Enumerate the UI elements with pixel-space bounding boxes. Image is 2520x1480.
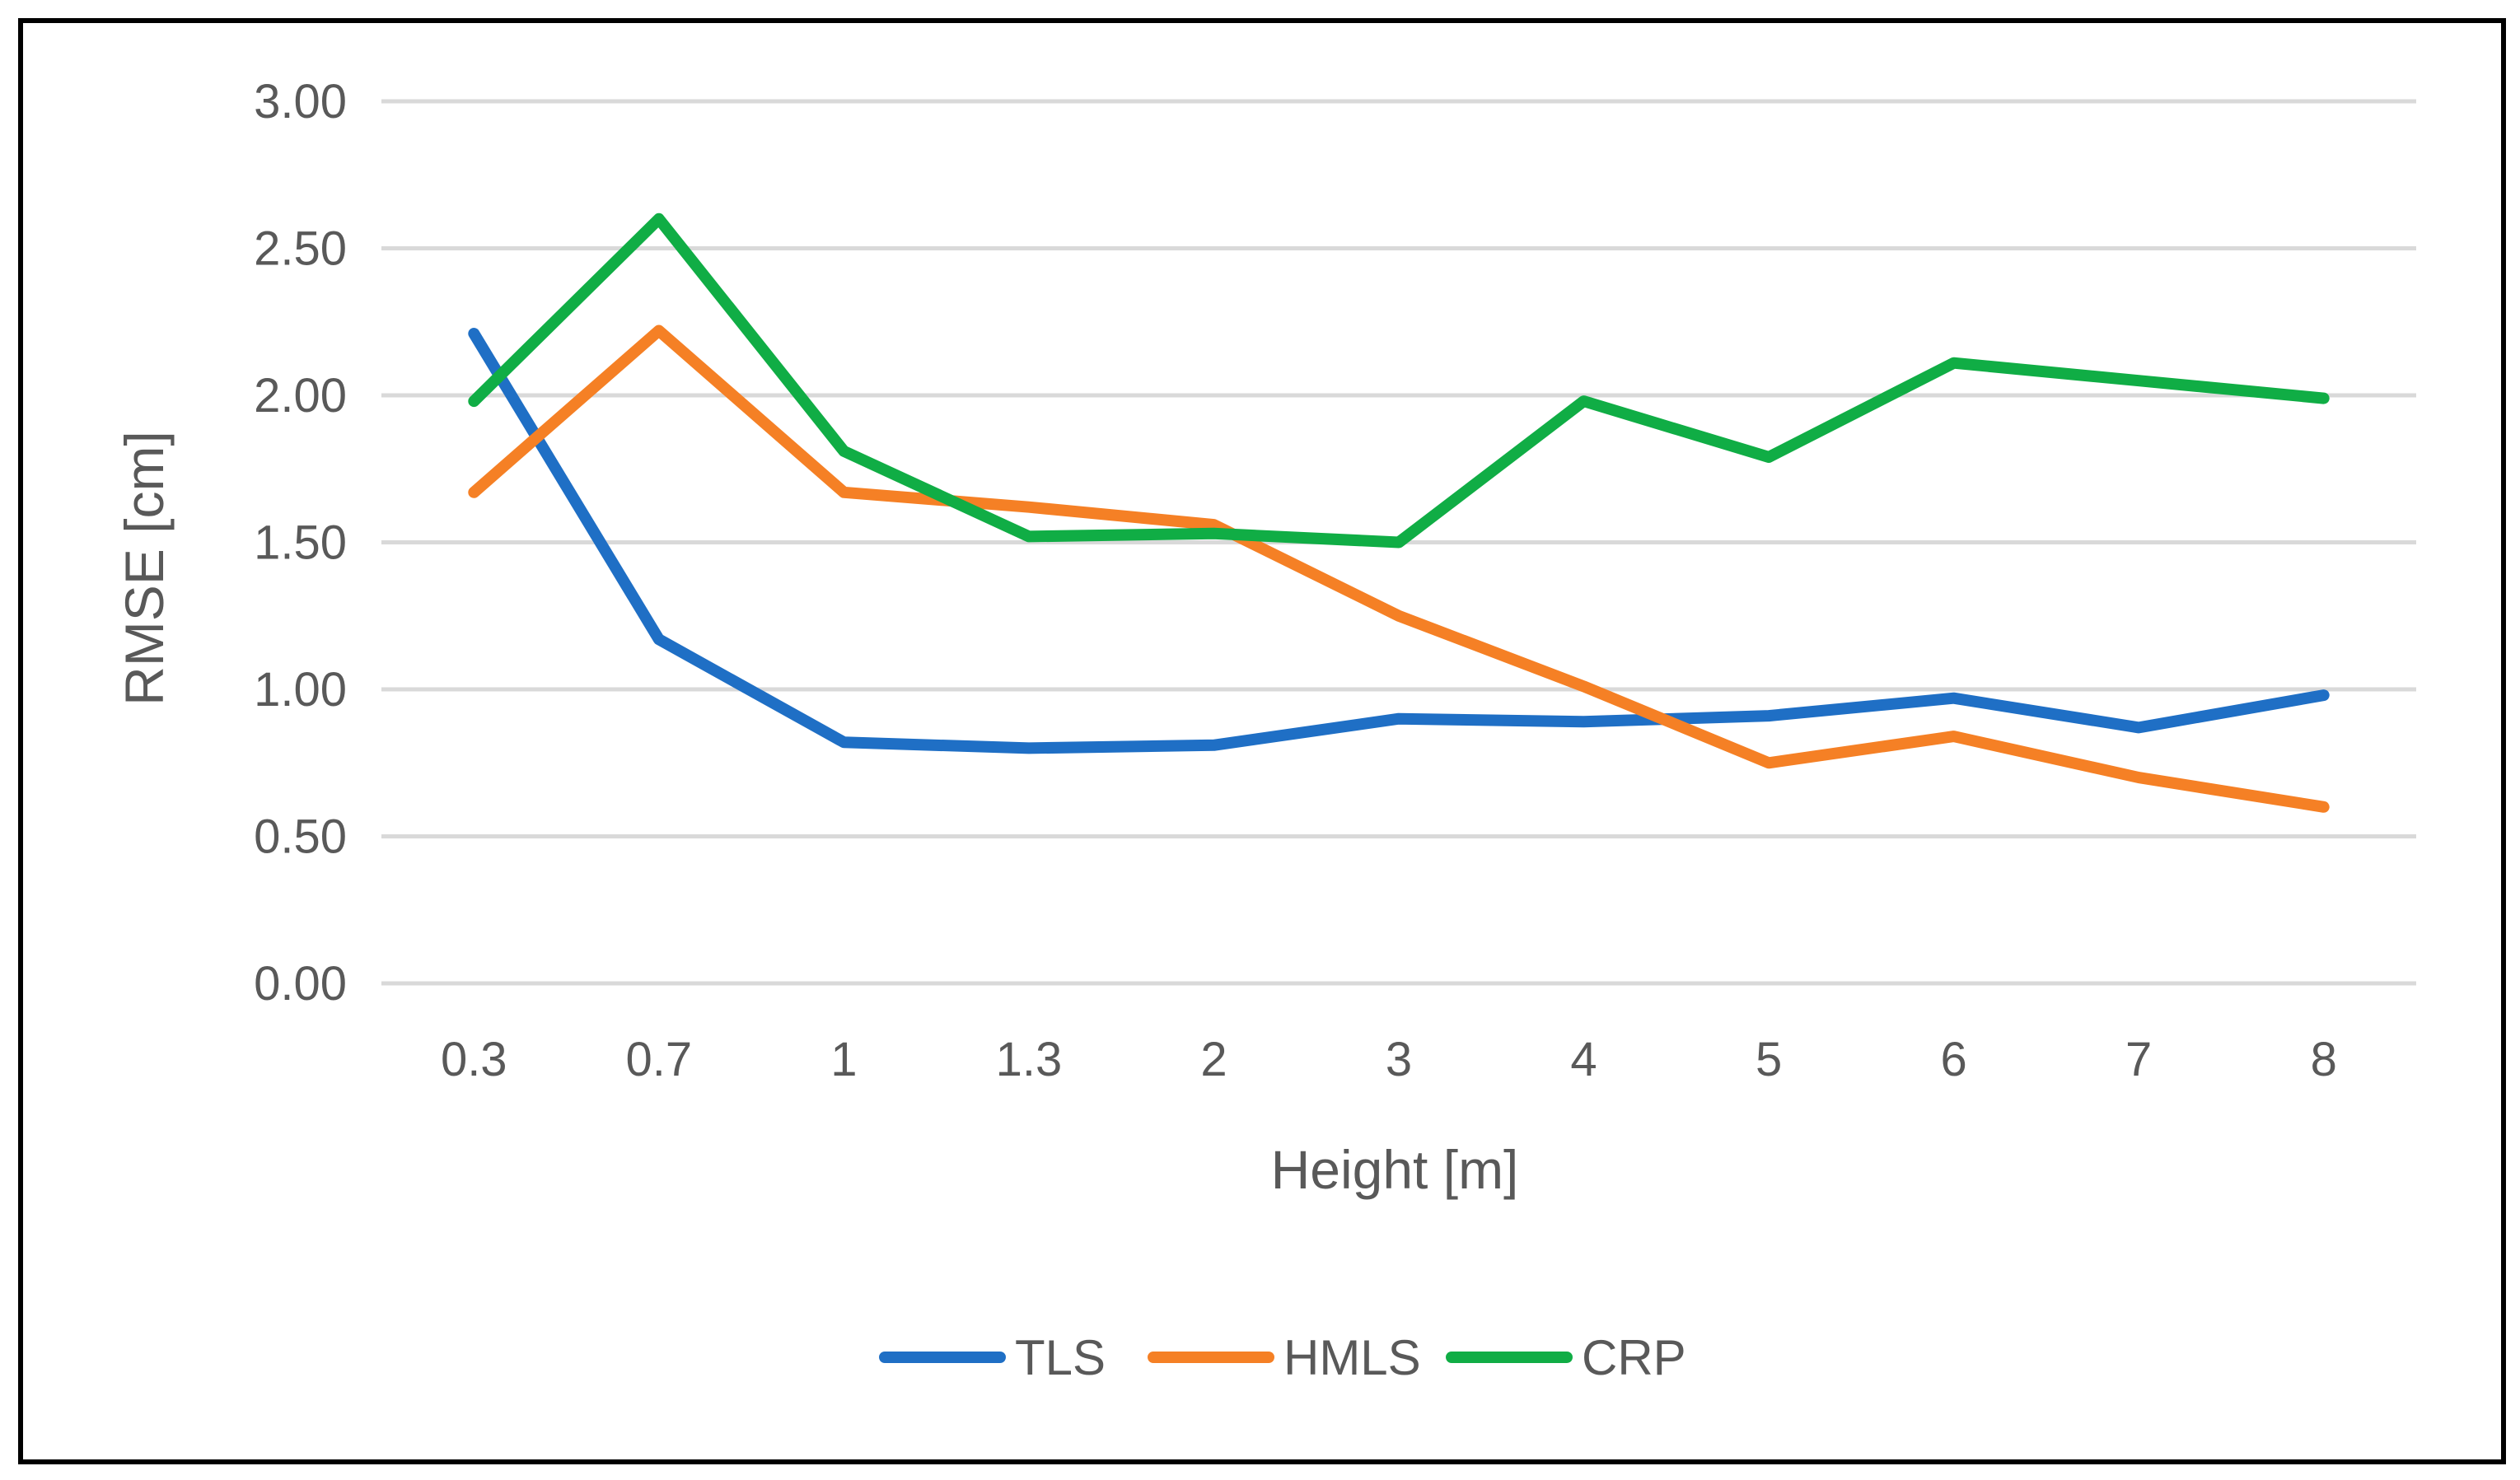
x-tick-label: 4 bbox=[1570, 1033, 1597, 1086]
legend-label-tls: TLS bbox=[1015, 1330, 1106, 1385]
line-chart: 0.00 0.50 1.00 1.50 2.00 2.50 3.00 0.3 0.7 1 1.3 2… bbox=[114, 75, 2416, 1385]
legend-label-hmls: HMLS bbox=[1283, 1330, 1421, 1385]
x-tick-label: 1 bbox=[830, 1033, 857, 1086]
legend-label-crp: CRP bbox=[1582, 1330, 1686, 1385]
x-tick-label: 0.3 bbox=[441, 1033, 507, 1086]
x-axis-ticks: 0.3 0.7 1 1.3 2 3 4 5 6 7 8 bbox=[441, 1033, 2337, 1086]
y-tick-label: 1.50 bbox=[254, 516, 347, 570]
x-tick-label: 2 bbox=[1200, 1033, 1227, 1086]
x-tick-label: 8 bbox=[2311, 1033, 2337, 1086]
y-tick-label: 2.00 bbox=[254, 369, 347, 423]
chart-frame: 0.00 0.50 1.00 1.50 2.00 2.50 3.00 0.3 0.7 1 1.3 2… bbox=[18, 18, 2506, 1464]
x-tick-label: 6 bbox=[1941, 1033, 1967, 1086]
series-lines bbox=[468, 212, 2330, 813]
y-tick-label: 2.50 bbox=[254, 222, 347, 276]
y-tick-label: 0.50 bbox=[254, 810, 347, 864]
gridlines bbox=[381, 99, 2416, 986]
x-tick-label: 1.3 bbox=[996, 1033, 1063, 1086]
x-tick-label: 0.7 bbox=[625, 1033, 692, 1086]
y-tick-label: 1.00 bbox=[254, 663, 347, 717]
legend: TLS HMLS CRP bbox=[879, 1330, 1686, 1385]
series-line-crp bbox=[468, 212, 2330, 549]
x-tick-label: 5 bbox=[1756, 1033, 1782, 1086]
y-tick-label: 3.00 bbox=[254, 75, 347, 128]
x-tick-label: 7 bbox=[2125, 1033, 2152, 1086]
y-axis-ticks: 0.00 0.50 1.00 1.50 2.00 2.50 3.00 bbox=[254, 75, 347, 1011]
y-tick-label: 0.00 bbox=[254, 957, 347, 1011]
series-line-hmls bbox=[468, 324, 2330, 813]
x-axis-title: Height [m] bbox=[1271, 1139, 1519, 1200]
y-axis-title: RMSE [cm] bbox=[114, 431, 175, 706]
x-tick-label: 3 bbox=[1386, 1033, 1412, 1086]
